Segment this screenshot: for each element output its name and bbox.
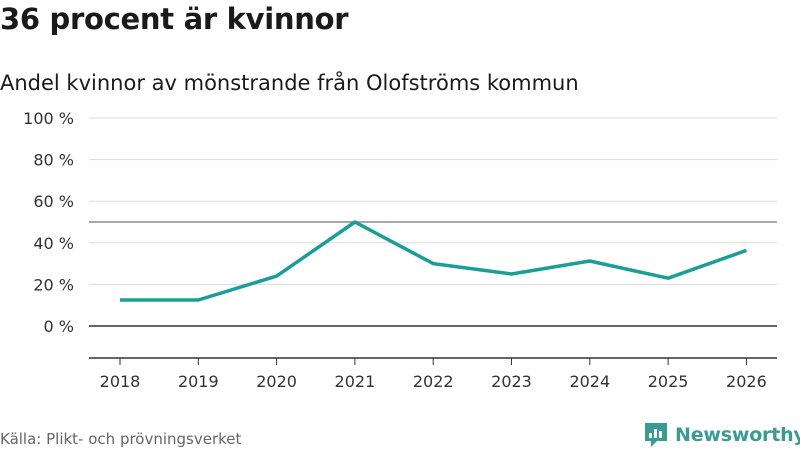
y-tick-label: 100 % <box>23 109 74 128</box>
x-tick-label: 2025 <box>648 372 689 391</box>
y-axis-labels: 0 % 20 % 40 % 60 % 80 % 100 % <box>23 109 74 336</box>
x-tick-label: 2024 <box>569 372 610 391</box>
y-tick-label: 0 % <box>44 317 74 336</box>
y-tick-label: 20 % <box>33 275 74 294</box>
y-tick-label: 60 % <box>33 192 74 211</box>
x-tick-label: 2020 <box>256 372 297 391</box>
x-tick-label: 2023 <box>491 372 532 391</box>
brand-name: Newsworthy <box>675 424 800 446</box>
line-chart: 0 % 20 % 40 % 60 % 80 % 100 % 2018 2019 2020 202… <box>23 109 777 391</box>
x-tick-label: 2021 <box>335 372 376 391</box>
chart-subtitle: Andel kvinnor av mönstrande från Olofstr… <box>0 71 579 95</box>
gridlines <box>89 117 777 327</box>
series-line <box>120 220 747 302</box>
y-tick-label: 80 % <box>33 151 74 170</box>
x-axis: 2018 2019 2020 2021 2022 2023 2024 2025 2026 <box>89 357 777 391</box>
series-layer <box>120 220 747 302</box>
x-tick-label: 2018 <box>100 372 141 391</box>
x-tick-label: 2026 <box>726 372 767 391</box>
y-tick-label: 40 % <box>33 234 74 253</box>
source-note: Källa: Plikt- och prövningsverket <box>0 430 242 448</box>
x-tick-label: 2019 <box>178 372 219 391</box>
chart-title: 36 procent är kvinnor <box>0 2 349 36</box>
x-tick-label: 2022 <box>413 372 454 391</box>
newsworthy-logo-icon <box>645 423 667 447</box>
brand-logo: Newsworthy <box>643 420 800 450</box>
